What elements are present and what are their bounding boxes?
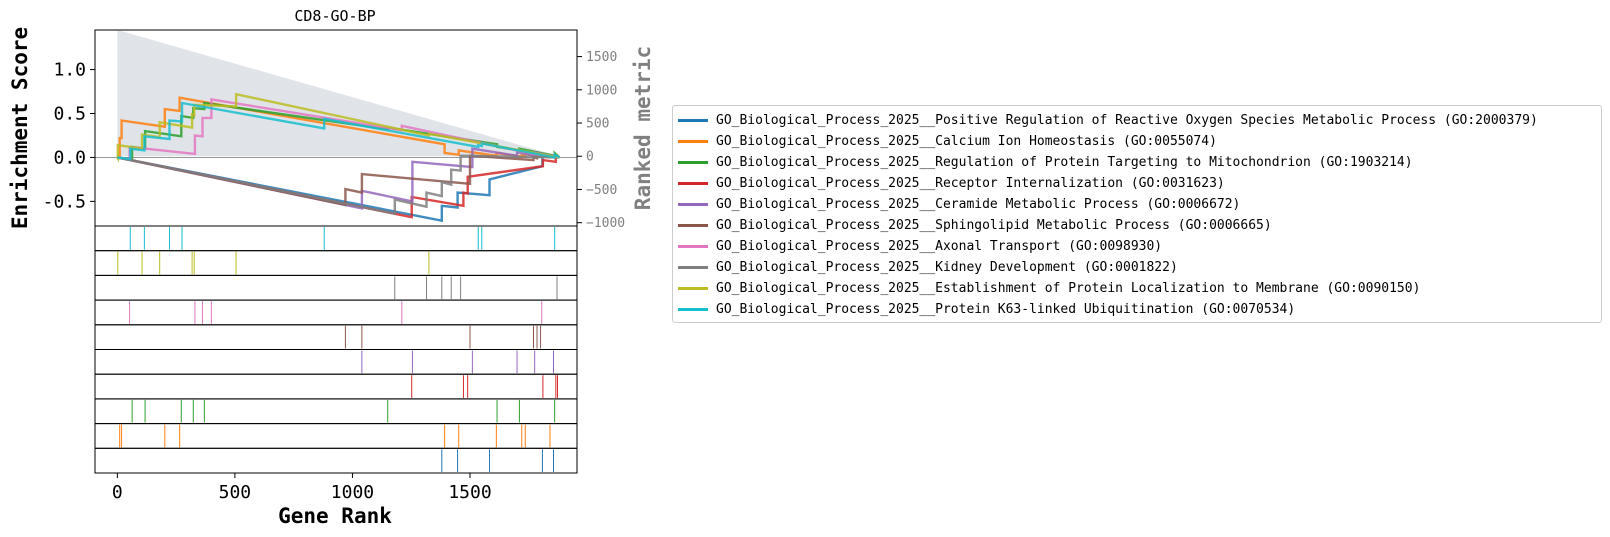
chart-title: CD8-GO-BP <box>294 7 375 25</box>
legend-item: GO_Biological_Process_2025__Establishmen… <box>673 278 1601 299</box>
hit-row-frame <box>94 423 578 449</box>
legend-item: GO_Biological_Process_2025__Calcium Ion … <box>673 131 1601 152</box>
x-axis-label: Gene Rank <box>278 504 392 528</box>
legend-label: GO_Biological_Process_2025__Positive Reg… <box>716 113 1538 128</box>
legend-swatch <box>678 245 708 248</box>
legend: GO_Biological_Process_2025__Positive Reg… <box>672 105 1602 323</box>
y2-tick-label: 1500 <box>586 50 617 65</box>
ranked-metric-fill <box>117 30 560 157</box>
legend-label: GO_Biological_Process_2025__Receptor Int… <box>716 176 1225 191</box>
y-tick-label: 1.0 <box>53 60 86 81</box>
legend-item: GO_Biological_Process_2025__Ceramide Met… <box>673 194 1601 215</box>
enrichment-lines <box>116 92 561 223</box>
hit-row-frame <box>94 225 578 252</box>
legend-swatch <box>678 224 708 227</box>
y2-tick-label: 1000 <box>586 83 617 98</box>
ranked-metric-area <box>117 30 560 157</box>
es-line-7 <box>117 154 560 216</box>
legend-swatch <box>678 140 708 143</box>
x-tick-label: 1500 <box>448 482 491 503</box>
legend-label: GO_Biological_Process_2025__Ceramide Met… <box>716 197 1241 212</box>
legend-label: GO_Biological_Process_2025__Sphingolipid… <box>716 218 1272 233</box>
es-line-0 <box>117 154 560 223</box>
legend-item: GO_Biological_Process_2025__Sphingolipid… <box>673 215 1601 236</box>
es-line-5 <box>117 153 560 207</box>
legend-swatch <box>678 266 708 269</box>
y-tick-label: 0.5 <box>53 103 86 124</box>
x-tick-label: 500 <box>219 482 252 503</box>
y-axis-ticks: 1.0 0.5 0.0 -0.5 <box>43 60 95 212</box>
x-axis-ticks: 0 500 1000 1500 <box>112 473 492 503</box>
legend-swatch <box>678 119 708 122</box>
y2-tick-label: 500 <box>586 117 609 132</box>
legend-label: GO_Biological_Process_2025__Kidney Devel… <box>716 260 1178 275</box>
legend-label: GO_Biological_Process_2025__Regulation o… <box>716 155 1413 170</box>
y-tick-label: -0.5 <box>43 191 86 212</box>
legend-item: GO_Biological_Process_2025__Kidney Devel… <box>673 257 1601 278</box>
hit-row-frame <box>94 447 578 474</box>
legend-swatch <box>678 308 708 311</box>
es-line-8 <box>116 92 560 163</box>
y-tick-label: 0.0 <box>53 147 86 168</box>
legend-item: GO_Biological_Process_2025__Regulation o… <box>673 152 1601 173</box>
legend-label: GO_Biological_Process_2025__Protein K63-… <box>716 302 1296 317</box>
es-line-9 <box>117 101 560 161</box>
legend-label: GO_Biological_Process_2025__Calcium Ion … <box>716 134 1217 149</box>
hit-row-frame <box>94 398 578 425</box>
enrichment-score-panel: 1.0 0.5 0.0 -0.5 1500 1000 500 0 −500 −1000 <box>43 29 625 231</box>
hit-row-frame <box>94 349 578 375</box>
hit-rows-panel <box>94 225 578 474</box>
y2-tick-label: −500 <box>586 183 617 198</box>
y2-tick-label: −1000 <box>586 216 625 231</box>
legend-label: GO_Biological_Process_2025__Establishmen… <box>716 281 1421 296</box>
hit-row-frame <box>94 373 578 400</box>
legend-swatch <box>678 182 708 185</box>
es-line-3 <box>117 154 560 219</box>
y2-axis-label: Ranked metric <box>631 46 655 210</box>
y2-tick-label: 0 <box>586 150 594 165</box>
hit-row-frame <box>94 324 578 350</box>
legend-item: GO_Biological_Process_2025__Positive Reg… <box>673 110 1601 131</box>
hit-row-frame <box>94 274 578 301</box>
legend-swatch <box>678 287 708 290</box>
y2-axis-ticks: 1500 1000 500 0 −500 −1000 <box>577 50 625 231</box>
x-tick-label: 1000 <box>331 482 374 503</box>
hit-row-frame <box>94 250 578 276</box>
legend-label: GO_Biological_Process_2025__Axonal Trans… <box>716 239 1163 254</box>
y-axis-label: Enrichment Score <box>8 27 32 229</box>
x-tick-label: 0 <box>112 482 123 503</box>
hit-row-frame <box>94 299 578 326</box>
legend-swatch <box>678 203 708 206</box>
legend-swatch <box>678 161 708 164</box>
legend-item: GO_Biological_Process_2025__Axonal Trans… <box>673 236 1601 257</box>
legend-item: GO_Biological_Process_2025__Protein K63-… <box>673 299 1601 320</box>
legend-item: GO_Biological_Process_2025__Receptor Int… <box>673 173 1601 194</box>
